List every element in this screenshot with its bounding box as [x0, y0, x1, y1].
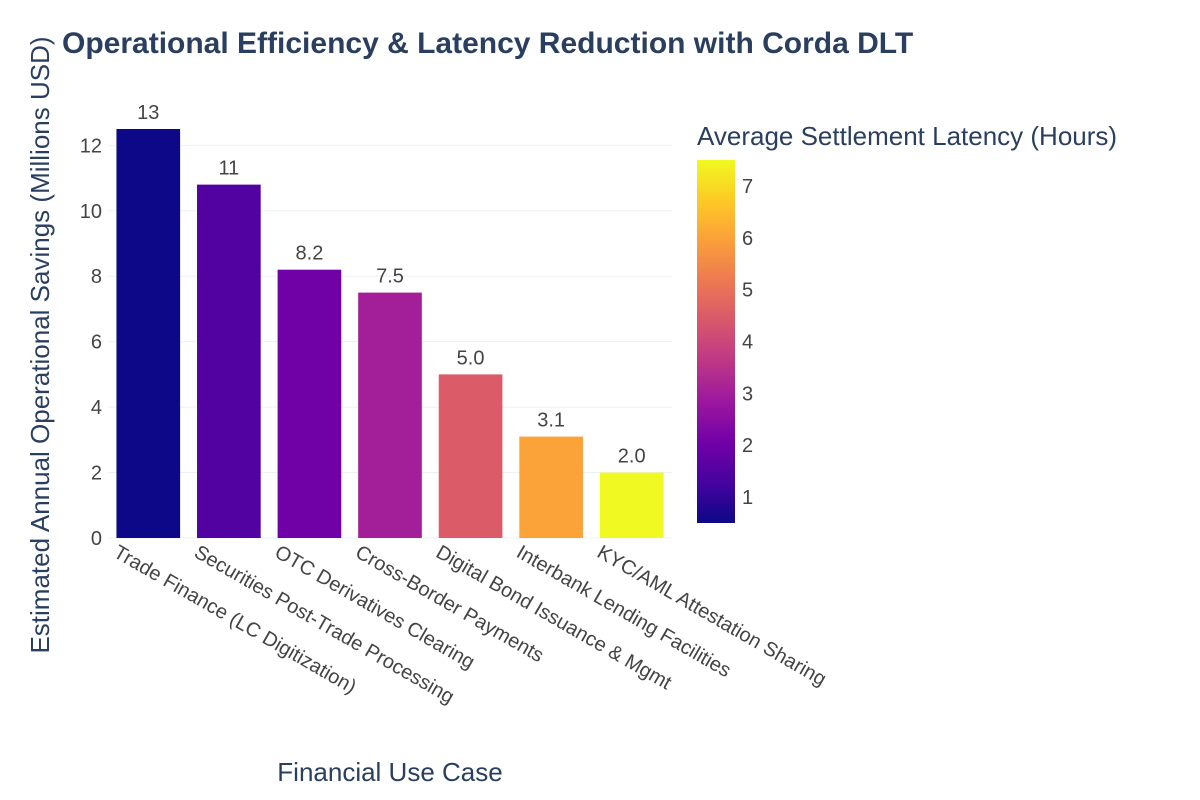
bar-value-label: 7.5 [376, 266, 404, 288]
y-tick-label: 0 [91, 528, 102, 550]
bar [358, 292, 422, 538]
bar-value-label: 5.0 [457, 347, 485, 369]
bar [277, 269, 342, 538]
y-axis-title: Estimated Annual Operational Savings (Mi… [25, 36, 55, 653]
bar [519, 436, 583, 538]
colorbar-tick-label: 7 [742, 176, 753, 198]
colorbar-tick-label: 2 [742, 435, 753, 457]
colorbar-gradient [697, 160, 735, 523]
colorbar-title: Average Settlement Latency (Hours) [697, 121, 1117, 151]
colorbar-ticks: 1 2 3 4 5 6 7 [742, 176, 753, 509]
bars: 13 11 8.2 7.5 5.0 3.1 2.0 [116, 102, 664, 538]
x-axis-ticks: Trade Finance (LC Digitization)Securitie… [110, 541, 830, 708]
y-tick-label: 2 [91, 463, 102, 485]
chart-title: Operational Efficiency & Latency Reducti… [62, 27, 913, 60]
bar-value-label: 11 [218, 158, 239, 180]
bar-value-label: 8.2 [296, 243, 324, 265]
y-tick-label: 4 [91, 397, 102, 419]
bar-value-label: 3.1 [537, 410, 565, 432]
y-tick-label: 6 [91, 332, 102, 354]
bar [116, 129, 181, 538]
y-tick-label: 12 [80, 135, 102, 157]
bar [438, 374, 503, 538]
colorbar-tick-label: 5 [742, 280, 753, 302]
colorbar-tick-label: 4 [742, 332, 753, 354]
x-axis-title: Financial Use Case [277, 757, 502, 787]
bar-value-label: 2.0 [618, 446, 646, 468]
bar [599, 472, 664, 538]
colorbar-tick-label: 1 [742, 487, 753, 509]
y-tick-label: 10 [80, 201, 102, 223]
colorbar-tick-label: 6 [742, 228, 753, 250]
bar-value-label: 13 [137, 102, 159, 124]
y-axis-ticks: 0 2 4 6 8 10 12 [80, 135, 102, 550]
bar [197, 184, 261, 538]
colorbar: Average Settlement Latency (Hours) 1 2 3 4 5… [697, 121, 1117, 523]
colorbar-tick-label: 3 [742, 383, 753, 405]
y-tick-label: 8 [91, 266, 102, 288]
